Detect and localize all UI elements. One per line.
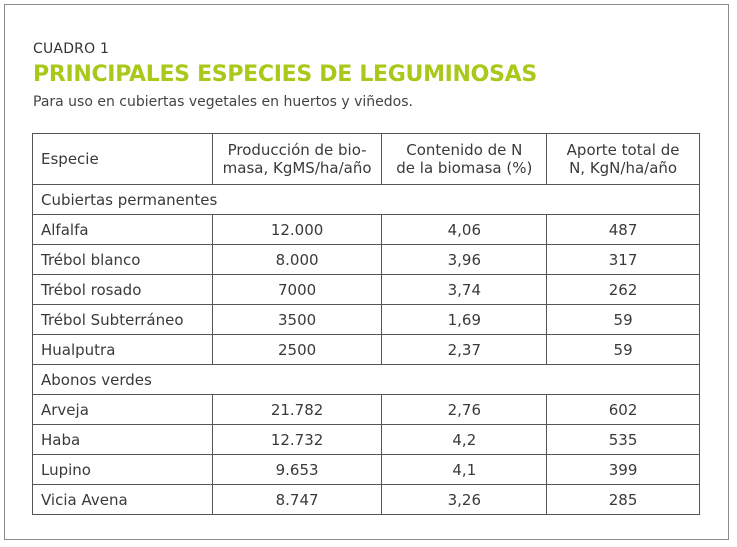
table-row: Hualputra 2500 2,37 59 [32, 334, 700, 365]
value-cell: 59 [546, 334, 700, 365]
section-label: Abonos verdes [32, 364, 700, 395]
value-cell: 9.653 [211, 454, 383, 485]
species-cell: Trébol rosado [32, 274, 213, 305]
table-row: Vicia Avena 8.747 3,26 285 [32, 484, 700, 515]
value-cell: 4,1 [381, 454, 548, 485]
value-cell: 285 [546, 484, 700, 515]
species-cell: Hualputra [32, 334, 213, 365]
column-header-line: Aporte total de [566, 141, 680, 159]
column-header-aporte: Aporte total de N, KgN/ha/año [546, 133, 700, 185]
species-cell: Arveja [32, 394, 213, 425]
section-row: Cubiertas permanentes [32, 184, 700, 215]
table-title: PRINCIPALES ESPECIES DE LEGUMINOSAS [33, 62, 537, 87]
value-cell: 4,06 [381, 214, 548, 245]
value-cell: 399 [546, 454, 700, 485]
column-header-line: de la biomasa (%) [396, 159, 533, 177]
value-cell: 535 [546, 424, 700, 455]
value-cell: 2,37 [381, 334, 548, 365]
table-row: Trébol blanco 8.000 3,96 317 [32, 244, 700, 275]
figure-frame [4, 4, 729, 540]
value-cell: 1,69 [381, 304, 548, 335]
section-row: Abonos verdes [32, 364, 700, 395]
value-cell: 7000 [211, 274, 383, 305]
value-cell: 12.732 [211, 424, 383, 455]
table-number-label: CUADRO 1 [33, 41, 110, 57]
value-cell: 8.000 [211, 244, 383, 275]
value-cell: 4,2 [381, 424, 548, 455]
table-row: Arveja 21.782 2,76 602 [32, 394, 700, 425]
species-cell: Vicia Avena [32, 484, 213, 515]
species-cell: Haba [32, 424, 213, 455]
value-cell: 21.782 [211, 394, 383, 425]
value-cell: 3,96 [381, 244, 548, 275]
table-row: Trébol Subterráneo 3500 1,69 59 [32, 304, 700, 335]
value-cell: 2500 [211, 334, 383, 365]
legumes-table: Especie Producción de bio-masa, KgMS/ha/… [32, 133, 700, 515]
value-cell: 262 [546, 274, 700, 305]
column-header-produccion: Producción de bio-masa, KgMS/ha/año [211, 133, 383, 185]
column-header-line: Producción de bio- [227, 141, 367, 159]
column-header-line: N, KgN/ha/año [569, 159, 678, 177]
table-row: Haba 12.732 4,2 535 [32, 424, 700, 455]
value-cell: 12.000 [211, 214, 383, 245]
value-cell: 487 [546, 214, 700, 245]
species-cell: Trébol Subterráneo [32, 304, 213, 335]
value-cell: 602 [546, 394, 700, 425]
table-row: Lupino 9.653 4,1 399 [32, 454, 700, 485]
column-header-line: Especie [41, 150, 99, 168]
table-subtitle: Para uso en cubiertas vegetales en huert… [33, 94, 413, 110]
species-cell: Lupino [32, 454, 213, 485]
table-row: Trébol rosado 7000 3,74 262 [32, 274, 700, 305]
value-cell: 3,74 [381, 274, 548, 305]
section-label: Cubiertas permanentes [32, 184, 700, 215]
column-header-line: masa, KgMS/ha/año [222, 159, 372, 177]
value-cell: 3500 [211, 304, 383, 335]
column-header-line: Contenido de N [406, 141, 523, 159]
value-cell: 2,76 [381, 394, 548, 425]
species-cell: Trébol blanco [32, 244, 213, 275]
table-row: Alfalfa 12.000 4,06 487 [32, 214, 700, 245]
table-body: Cubiertas permanentes Alfalfa 12.000 4,06 48… [32, 184, 700, 515]
value-cell: 8.747 [211, 484, 383, 515]
header-row: Especie Producción de bio-masa, KgMS/ha/… [32, 133, 700, 185]
value-cell: 317 [546, 244, 700, 275]
value-cell: 59 [546, 304, 700, 335]
value-cell: 3,26 [381, 484, 548, 515]
column-header-especie: Especie [32, 133, 213, 185]
species-cell: Alfalfa [32, 214, 213, 245]
